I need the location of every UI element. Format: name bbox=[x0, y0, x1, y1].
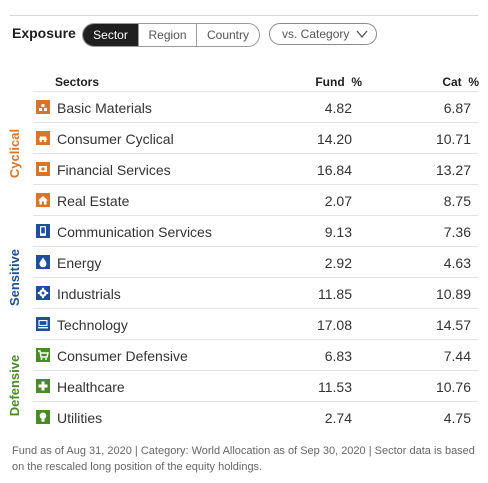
comparison-dropdown[interactable]: vs. Category bbox=[269, 23, 377, 45]
communication-services-icon bbox=[36, 224, 50, 238]
tab-sector[interactable]: Sector bbox=[83, 24, 138, 46]
sector-label: Real Estate bbox=[57, 193, 130, 209]
row-divider bbox=[33, 122, 478, 123]
category-value: 10.76 bbox=[435, 379, 471, 395]
category-value: 7.44 bbox=[443, 348, 471, 364]
category-value: 6.87 bbox=[443, 100, 471, 116]
table-row: Consumer Defensive 6.83 7.44 bbox=[33, 340, 478, 371]
basic-materials-icon bbox=[36, 100, 50, 114]
exposure-title: Exposure bbox=[12, 25, 76, 41]
consumer-defensive-icon bbox=[36, 348, 50, 362]
fund-value: 16.84 bbox=[316, 162, 352, 178]
category-value: 10.89 bbox=[435, 286, 471, 302]
row-divider bbox=[33, 215, 478, 216]
top-divider bbox=[10, 15, 478, 16]
sector-label: Energy bbox=[57, 255, 102, 271]
fund-value: 2.07 bbox=[324, 193, 352, 209]
category-value: 7.36 bbox=[443, 224, 471, 240]
technology-icon bbox=[36, 317, 50, 331]
table-row: Technology 17.08 14.57 bbox=[33, 309, 478, 340]
category-value: 13.27 bbox=[435, 162, 471, 178]
sector-label: Consumer Cyclical bbox=[57, 131, 174, 147]
table-row: Healthcare 11.53 10.76 bbox=[33, 371, 478, 402]
table-row: Energy 2.92 4.63 bbox=[33, 247, 478, 278]
row-divider bbox=[33, 153, 478, 154]
exposure-tab-group: Sector Region Country bbox=[82, 23, 260, 47]
sector-label: Utilities bbox=[57, 410, 103, 426]
group-label-text: Sensitive bbox=[7, 248, 23, 306]
row-divider bbox=[33, 246, 478, 247]
healthcare-icon bbox=[36, 379, 50, 393]
table-row: Financial Services 16.84 13.27 bbox=[33, 154, 478, 185]
chevron-down-icon bbox=[356, 30, 368, 38]
category-value: 8.75 bbox=[443, 193, 471, 209]
fund-value: 9.13 bbox=[324, 224, 352, 240]
fund-value: 11.85 bbox=[318, 286, 352, 302]
energy-icon bbox=[36, 255, 50, 269]
comparison-dropdown-label: vs. Category bbox=[282, 27, 350, 41]
row-divider bbox=[33, 184, 478, 185]
column-header-cat: Cat % bbox=[442, 75, 479, 89]
fund-value: 17.08 bbox=[316, 317, 352, 333]
fund-value: 2.74 bbox=[324, 410, 352, 426]
group-label-cyclical: Cyclical bbox=[0, 91, 30, 215]
column-header-sectors: Sectors bbox=[55, 75, 100, 89]
table-row: Industrials 11.85 10.89 bbox=[33, 278, 478, 309]
industrials-icon bbox=[36, 286, 50, 300]
tab-region[interactable]: Region bbox=[138, 24, 196, 46]
fund-value: 6.83 bbox=[324, 348, 352, 364]
category-value: 10.71 bbox=[435, 131, 471, 147]
tab-country[interactable]: Country bbox=[196, 24, 259, 46]
fund-value: 11.53 bbox=[318, 379, 352, 395]
consumer-cyclical-icon bbox=[36, 131, 50, 145]
financial-services-icon bbox=[36, 162, 50, 176]
column-header-fund: Fund % bbox=[315, 75, 362, 89]
sector-label: Communication Services bbox=[57, 224, 212, 240]
table-row: Communication Services 9.13 7.36 bbox=[33, 216, 478, 247]
table-row: Real Estate 2.07 8.75 bbox=[33, 185, 478, 216]
fund-value: 4.82 bbox=[324, 100, 352, 116]
group-label-text: Cyclical bbox=[7, 128, 23, 178]
row-divider bbox=[33, 339, 478, 340]
sector-label: Healthcare bbox=[57, 379, 125, 395]
row-divider bbox=[33, 308, 478, 309]
real-estate-icon bbox=[36, 193, 50, 207]
fund-value: 2.92 bbox=[324, 255, 352, 271]
sector-label: Financial Services bbox=[57, 162, 171, 178]
utilities-icon bbox=[36, 410, 50, 424]
group-label-text: Defensive bbox=[7, 354, 23, 417]
category-value: 4.75 bbox=[443, 410, 471, 426]
row-divider bbox=[33, 277, 478, 278]
fund-value: 14.20 bbox=[316, 131, 352, 147]
sector-label: Basic Materials bbox=[57, 100, 152, 116]
group-label-defensive: Defensive bbox=[0, 339, 30, 432]
sector-label: Technology bbox=[57, 317, 128, 333]
sector-label: Consumer Defensive bbox=[57, 348, 188, 364]
row-divider bbox=[33, 370, 478, 371]
row-divider bbox=[33, 401, 478, 402]
group-label-sensitive: Sensitive bbox=[0, 215, 30, 339]
table-row: Consumer Cyclical 14.20 10.71 bbox=[33, 123, 478, 154]
footnote: Fund as of Aug 31, 2020 | Category: Worl… bbox=[12, 445, 475, 473]
table-row: Basic Materials 4.82 6.87 bbox=[33, 92, 478, 123]
category-value: 14.57 bbox=[435, 317, 471, 333]
table-row: Utilities 2.74 4.75 bbox=[33, 402, 478, 433]
row-divider bbox=[33, 91, 478, 92]
sector-label: Industrials bbox=[57, 286, 121, 302]
category-value: 4.63 bbox=[443, 255, 471, 271]
